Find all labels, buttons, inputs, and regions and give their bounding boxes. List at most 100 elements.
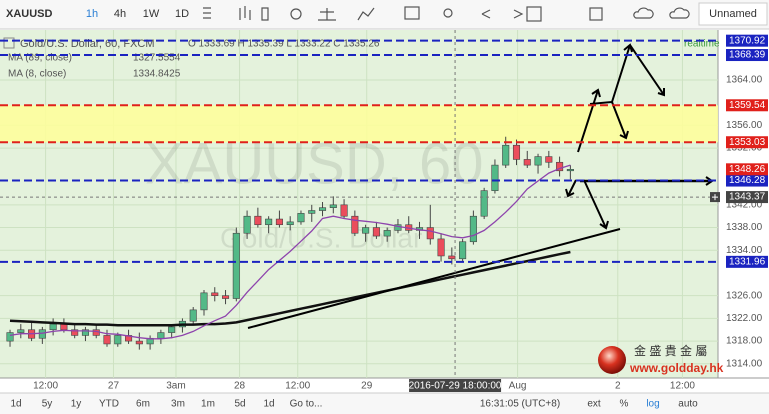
alert-icon[interactable] xyxy=(404,6,420,20)
scale-option[interactable]: log xyxy=(646,399,659,410)
color-icon[interactable] xyxy=(589,7,603,21)
range-button[interactable]: 6m xyxy=(136,399,150,410)
chart-type-icon[interactable] xyxy=(239,6,251,20)
candle-body xyxy=(254,215,262,226)
settings-icon[interactable] xyxy=(290,8,302,20)
level-label: 1370.92 xyxy=(729,35,766,46)
candle-body xyxy=(448,255,456,260)
candle-body xyxy=(480,190,488,217)
candle-body xyxy=(103,335,111,345)
price-axis-background xyxy=(718,30,769,378)
compare-icon[interactable] xyxy=(318,8,336,21)
x-tick-label: 3am xyxy=(166,381,185,392)
candle-body xyxy=(71,329,79,336)
candle-body xyxy=(49,323,57,331)
y-tick-label: 1338.00 xyxy=(726,222,763,233)
candle-body xyxy=(512,144,521,160)
scale-option[interactable]: % xyxy=(620,399,629,410)
range-button[interactable]: 5y xyxy=(42,399,53,410)
range-button[interactable]: 3m xyxy=(171,399,185,410)
candle-body xyxy=(340,204,348,217)
fullscreen-icon[interactable] xyxy=(526,6,542,22)
trend-line xyxy=(247,228,621,329)
candle-body xyxy=(114,335,122,345)
level-label-box xyxy=(726,34,768,47)
candle-body xyxy=(308,210,316,214)
x-tick-label: 27 xyxy=(108,381,120,392)
candle-body xyxy=(286,221,294,226)
level-label-box xyxy=(726,99,768,112)
symbol[interactable]: XAUUSD xyxy=(6,8,53,20)
level-label-box xyxy=(726,49,768,62)
cloud-save-icon[interactable] xyxy=(669,7,690,19)
layout-name[interactable]: Unnamed xyxy=(709,8,757,20)
level-label: 1353.03 xyxy=(729,137,766,148)
clock: 16:31:05 (UTC+8) xyxy=(480,399,560,410)
redo-icon[interactable] xyxy=(513,9,524,19)
bar-icon[interactable] xyxy=(261,7,269,21)
range-button[interactable]: 5d xyxy=(234,399,245,410)
range-button[interactable]: YTD xyxy=(99,399,119,410)
time-axis-background xyxy=(0,378,769,393)
candle-body xyxy=(362,227,370,234)
candle-body xyxy=(566,169,574,172)
candle-body xyxy=(17,329,25,333)
candle-body xyxy=(426,227,434,240)
candle-body xyxy=(491,164,499,191)
x-tick-label: 12:00 xyxy=(33,381,58,392)
realtime-tag: realtime xyxy=(684,39,720,50)
candle-body xyxy=(92,329,100,336)
candle-body xyxy=(523,159,531,166)
interval[interactable]: 1h xyxy=(86,8,98,20)
y-tick-label: 1342.00 xyxy=(726,199,763,210)
range-button[interactable]: 1d xyxy=(263,399,274,410)
arrow xyxy=(583,179,609,230)
legend-toggle[interactable] xyxy=(3,37,15,49)
candle-body xyxy=(168,326,176,333)
x-tick-label: 29 xyxy=(361,381,373,392)
y-tick-label: 1318.00 xyxy=(726,336,763,347)
y-tick-label: 1356.00 xyxy=(726,120,763,131)
menu-icon[interactable] xyxy=(203,7,211,19)
candle-body xyxy=(38,329,46,339)
candle-body xyxy=(556,161,564,172)
candle-body xyxy=(329,204,337,208)
level-label: 1346.28 xyxy=(729,175,766,186)
last-price-label: 1348.26 xyxy=(729,164,766,175)
interval[interactable]: 4h xyxy=(114,8,126,20)
candle-body xyxy=(211,292,219,296)
x-tick-label: 12:00 xyxy=(285,381,310,392)
y-tick-label: 1314.00 xyxy=(726,358,763,369)
undo-icon[interactable] xyxy=(481,9,491,19)
indicator-name: MA (89, close) xyxy=(8,53,72,64)
candle-body xyxy=(265,218,273,226)
idea-icon[interactable] xyxy=(443,8,453,18)
indicator-icon[interactable] xyxy=(357,7,375,21)
ma-line xyxy=(9,164,571,340)
last-price-box xyxy=(726,163,768,176)
y-tick-label: 1322.00 xyxy=(726,313,763,324)
interval[interactable]: 1D xyxy=(175,8,189,20)
y-tick-label: 1326.00 xyxy=(726,290,763,301)
crosshair-plus[interactable] xyxy=(712,194,718,201)
interval[interactable]: 1W xyxy=(143,8,160,20)
toolbar-icons xyxy=(203,6,690,22)
candle-body xyxy=(6,332,14,342)
level-label: 1331.96 xyxy=(729,256,766,267)
crosshair-y-label: 1343.37 xyxy=(729,192,766,203)
candle-body xyxy=(189,309,197,322)
goto-button[interactable]: Go to... xyxy=(290,399,323,410)
range-button[interactable]: 1y xyxy=(71,399,82,410)
candle-body xyxy=(60,323,68,331)
layout-button[interactable] xyxy=(698,2,768,26)
logo-ball xyxy=(598,346,626,374)
scale-option[interactable]: ext xyxy=(587,399,601,410)
range-button[interactable]: 1m xyxy=(201,399,215,410)
scale-option[interactable]: auto xyxy=(678,399,698,410)
crosshair-x-label: 2016-07-29 18:00:00 xyxy=(409,381,502,392)
arrow xyxy=(565,179,577,198)
cloud-load-icon[interactable] xyxy=(633,7,654,19)
candle-body xyxy=(81,329,89,336)
marks xyxy=(6,136,574,350)
range-button[interactable]: 1d xyxy=(10,399,21,410)
